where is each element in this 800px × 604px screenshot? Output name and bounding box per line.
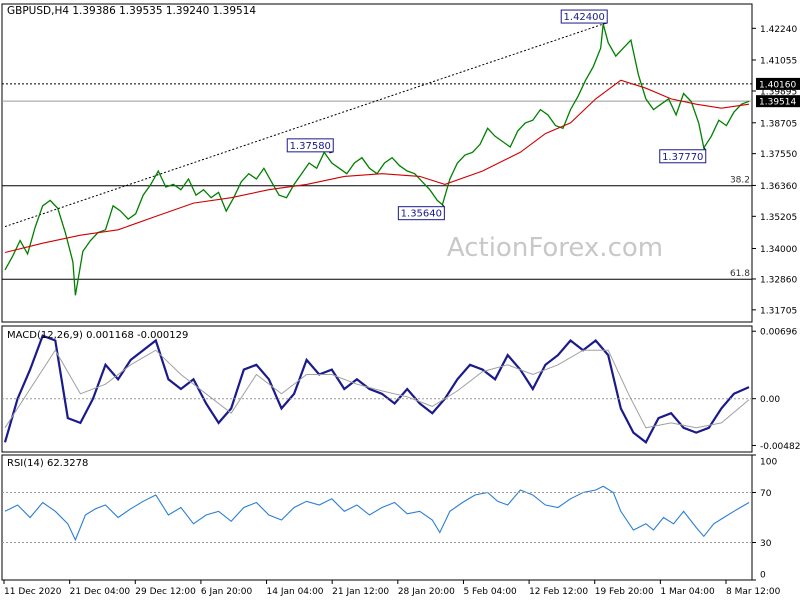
rsi-axis: 100 70 30 0 — [2, 454, 777, 581]
rsi-tick-label: 0 — [760, 571, 766, 581]
x-tick-label: 12 Feb 12:00 — [529, 587, 588, 597]
price-tick-label: 1.41055 — [760, 56, 797, 66]
annotation-box — [659, 149, 707, 164]
annotation-box — [397, 206, 445, 221]
x-tick-label: 14 Jan 04:00 — [267, 587, 324, 597]
price-tick-label: 1.34000 — [760, 245, 797, 255]
trendline — [4, 23, 604, 228]
price-tick-label: 1.36360 — [760, 182, 797, 192]
annotation-label: 1.37770 — [662, 152, 703, 163]
price-tick-label: 1.31705 — [760, 306, 797, 316]
fib-label: 38.2 — [730, 176, 750, 186]
macd-tick-label: 0.00696 — [760, 328, 797, 338]
watermark: ActionForex.com — [447, 233, 663, 263]
price-tick-label: 1.32860 — [760, 275, 797, 285]
x-axis: 11 Dec 2020 21 Dec 04:00 29 Dec 12:00 6 Jan… — [3, 580, 781, 597]
rsi-label: RSI(14) 62.3278 — [7, 458, 88, 469]
price-annotation: 1.35640 — [397, 204, 445, 221]
price-tick-label: 1.38705 — [760, 119, 797, 129]
macd-panel-frame — [1, 325, 753, 453]
x-tick-label: 28 Jan 20:00 — [398, 587, 455, 597]
annotation-box — [560, 9, 608, 24]
macd-signal-line — [4, 349, 750, 429]
price-annotation: 1.37580 — [286, 138, 334, 154]
price-tick-label: 1.35205 — [760, 213, 797, 223]
chart-header: GBPUSD,H4 1.39386 1.39535 1.39240 1.3951… — [7, 5, 256, 17]
macd-tick-label: 0.00 — [760, 395, 780, 405]
rsi-tick-label: 100 — [760, 458, 777, 468]
annotations: 1.42400 1.37580 1.35640 1.37770 — [286, 9, 707, 221]
x-tick-label: 19 Feb 20:00 — [595, 587, 654, 597]
rsi-tick-label: 30 — [760, 539, 772, 549]
rsi-tick-label: 70 — [760, 489, 772, 499]
price-level-box — [756, 77, 800, 90]
macd-axis: 0.00696 0.00 -0.004826 — [2, 328, 800, 452]
x-tick-label: 8 Mar 12:00 — [726, 587, 781, 597]
macd-tick-label: -0.004826 — [760, 442, 800, 452]
price-panel-frame — [1, 3, 753, 323]
annotation-box — [286, 138, 334, 153]
price-series — [4, 23, 750, 296]
annotation-label: 1.35640 — [401, 209, 442, 220]
macd-label: MACD(12,26,9) 0.001168 -0.000129 — [7, 330, 188, 341]
rsi-panel-frame — [1, 454, 753, 581]
price-level-label: 1.39514 — [759, 98, 796, 108]
price-tick-label: 1.37550 — [760, 150, 797, 160]
x-tick-label: 5 Feb 04:00 — [463, 587, 517, 597]
annotation-label: 1.42400 — [564, 12, 605, 23]
annotation-label: 1.37580 — [290, 141, 331, 152]
price-annotation: 1.37770 — [659, 147, 707, 164]
fib-label: 61.8 — [730, 269, 750, 279]
x-tick-label: 1 Mar 04:00 — [660, 587, 715, 597]
rsi-line — [4, 485, 750, 542]
macd-line — [3, 334, 750, 444]
price-tick-label: 1.39895 — [760, 87, 797, 97]
x-tick-label: 21 Jan 12:00 — [332, 587, 389, 597]
price-annotation: 1.42400 — [560, 9, 608, 25]
price-level-box — [756, 95, 800, 108]
price-axis: 1.42240 1.41055 1.39895 1.38705 1.37550 1.363… — [752, 25, 800, 316]
x-tick-label: 29 Dec 12:00 — [135, 587, 196, 597]
price-level-label: 1.40160 — [759, 80, 796, 90]
x-tick-label: 11 Dec 2020 — [4, 587, 62, 597]
x-tick-label: 21 Dec 04:00 — [70, 587, 131, 597]
moving-average — [4, 79, 750, 254]
x-tick-label: 6 Jan 20:00 — [201, 587, 253, 597]
price-tick-label: 1.42240 — [760, 25, 797, 35]
panel-frames — [1, 3, 753, 581]
